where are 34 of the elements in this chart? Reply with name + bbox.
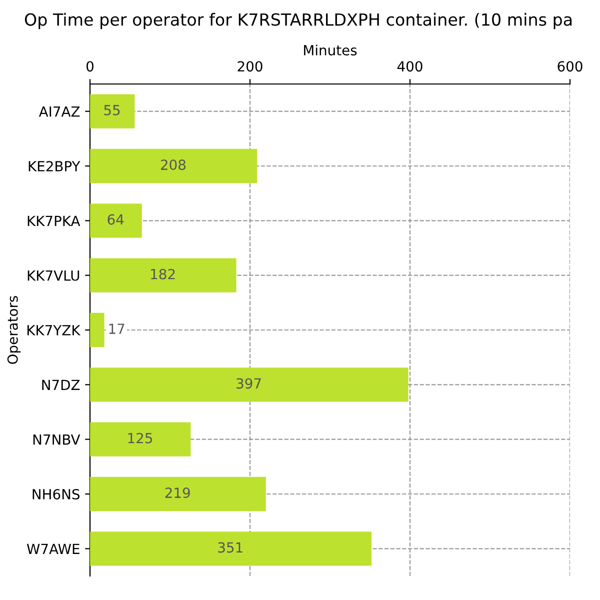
bar bbox=[90, 94, 135, 128]
data-label: 397 bbox=[236, 378, 261, 389]
data-label: 208 bbox=[160, 160, 186, 170]
bar bbox=[90, 148, 258, 184]
x-axis-title: Minutes bbox=[304, 44, 357, 56]
y-tick-label: W7AWE bbox=[26, 544, 80, 554]
y-tick-label: N7DZ bbox=[42, 380, 80, 390]
y-tick-label: KK7YZK bbox=[27, 325, 81, 336]
data-label: 182 bbox=[151, 268, 175, 280]
y-tick-label: KK7VLU bbox=[28, 270, 80, 281]
y-tick-label: AI7AZ bbox=[38, 106, 80, 117]
bar bbox=[90, 368, 408, 402]
y-tick-label: KK7PKA bbox=[28, 216, 80, 226]
bar bbox=[90, 422, 191, 456]
y-tick-label: N7NBV bbox=[33, 434, 80, 445]
bar bbox=[90, 258, 236, 292]
y-axis-title: Operators bbox=[7, 296, 21, 364]
y-tick-label: KE2BPY bbox=[28, 160, 80, 172]
y-tick-label: NH6NS bbox=[32, 488, 80, 500]
chart-title: Op Time per operator for K7RSTARRLDXPH container. (10 mins pa bbox=[24, 12, 572, 30]
x-tick-label: 400 bbox=[397, 61, 422, 72]
bar bbox=[90, 204, 142, 238]
data-label: 17 bbox=[109, 324, 124, 334]
x-tick-label: 600 bbox=[558, 61, 582, 72]
data-label: 351 bbox=[218, 542, 242, 553]
data-label: 55 bbox=[104, 105, 120, 116]
bar bbox=[90, 476, 266, 512]
x-tick-label: 0 bbox=[86, 61, 94, 72]
data-label: 64 bbox=[108, 214, 124, 225]
data-label: 125 bbox=[128, 432, 152, 444]
bar bbox=[90, 532, 372, 566]
data-label: 219 bbox=[165, 488, 190, 498]
bar bbox=[90, 312, 104, 348]
x-tick-label: 200 bbox=[238, 61, 262, 72]
